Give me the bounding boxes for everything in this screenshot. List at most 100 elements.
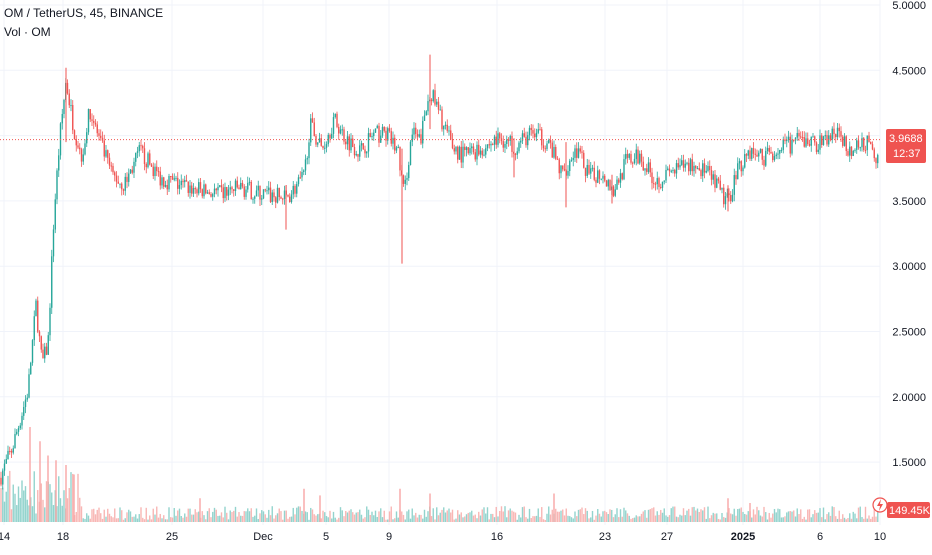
volume-bar (770, 517, 772, 522)
volume-bar (357, 512, 359, 522)
volume-bar (663, 508, 665, 522)
symbol-title[interactable]: OM / TetherUS, 45, BINANCE (4, 6, 164, 20)
volume-bar (698, 511, 700, 522)
volume-bar (576, 516, 578, 522)
volume-bar (112, 517, 114, 522)
volume-bar (457, 510, 459, 522)
volume-bar (423, 509, 426, 522)
volume-bar (581, 507, 583, 522)
candle-body (245, 189, 247, 197)
volume-bar (492, 513, 494, 522)
candle-body (255, 190, 258, 197)
candle-body (607, 179, 609, 187)
candle-body (691, 159, 693, 172)
candle-body (121, 183, 123, 190)
volume-bar (49, 484, 51, 522)
candle-body (33, 316, 35, 341)
candle-body (800, 136, 802, 138)
candle-body (366, 151, 368, 154)
alert-button[interactable] (872, 497, 888, 513)
candle-body (336, 113, 338, 127)
candle-body (714, 174, 716, 188)
candle-body (205, 184, 207, 194)
candle-body (229, 187, 231, 190)
candle-body (793, 139, 795, 141)
volume-bar (833, 507, 835, 522)
candle-body (836, 127, 839, 138)
volume-bar (219, 515, 221, 522)
candle-body (775, 154, 777, 157)
volume-bar (569, 516, 571, 522)
candle-body (702, 163, 704, 177)
volume-bar (814, 510, 816, 522)
volume-bar (352, 512, 354, 522)
candle-body (133, 161, 135, 173)
volume-bar (201, 511, 203, 522)
volume-bar (709, 518, 711, 522)
volume-bar (789, 511, 791, 522)
volume-bar (79, 497, 81, 522)
volume-bar (639, 516, 641, 522)
candle-body (49, 307, 51, 336)
candle-body (570, 159, 573, 161)
candle-body (546, 143, 548, 149)
candle-body (674, 170, 676, 174)
volume-bar (238, 512, 240, 522)
volume-bar (775, 512, 777, 522)
candle-body (616, 179, 618, 190)
candle-body (576, 148, 578, 158)
candle-body (150, 164, 153, 167)
volume-bar (338, 517, 340, 522)
candle-body (768, 147, 770, 152)
candle-body (175, 177, 177, 179)
volume-bar (738, 508, 741, 522)
lightning-icon (877, 499, 883, 511)
volume-bar (600, 516, 602, 522)
candle-body (649, 162, 651, 173)
volume-bar (259, 513, 261, 522)
volume-bar (518, 514, 520, 522)
volume-bar (231, 512, 233, 522)
volume-bar (537, 508, 539, 522)
volume-bar (584, 508, 587, 522)
volume-bar (765, 512, 767, 522)
candle-body (415, 127, 417, 134)
candle-body (439, 109, 441, 111)
volume-bar (261, 510, 263, 522)
volume-bar (156, 506, 158, 522)
candle-body (695, 165, 697, 169)
volume-legend[interactable]: Vol · OM (4, 25, 51, 39)
candle-body (411, 134, 413, 142)
volume-bar (845, 519, 847, 522)
volume-bar (152, 508, 154, 522)
volume-bar (849, 513, 851, 522)
candle-body (308, 142, 310, 159)
volume-bar (875, 516, 877, 522)
volume-bar (751, 517, 753, 522)
volume-bar (222, 517, 224, 522)
volume-bar (315, 515, 317, 522)
volume-bar (483, 507, 485, 522)
volume-bar (52, 505, 55, 522)
candle-body (721, 187, 723, 190)
volume-bar (586, 510, 588, 522)
candle-body (530, 127, 532, 131)
volume-bar (656, 511, 658, 522)
candle-body (854, 149, 856, 151)
candle-body (355, 154, 357, 156)
volume-bar (175, 515, 177, 522)
price-axis[interactable]: 5.00004.50004.00003.50003.00002.50002.00… (892, 0, 926, 469)
time-axis[interactable]: 14 18 25 Dec 5 9 16 23 27 2025 6 10 (0, 531, 886, 543)
volume-bar (21, 480, 23, 522)
volume-bar (229, 510, 231, 522)
candle-body (303, 170, 305, 172)
candle-body (700, 170, 702, 177)
volume-bar (819, 508, 821, 522)
volume-bar (119, 507, 121, 522)
candle-body (23, 406, 25, 416)
volume-bar (754, 514, 756, 522)
volume-bar (667, 516, 669, 522)
volume-bar (233, 510, 235, 522)
